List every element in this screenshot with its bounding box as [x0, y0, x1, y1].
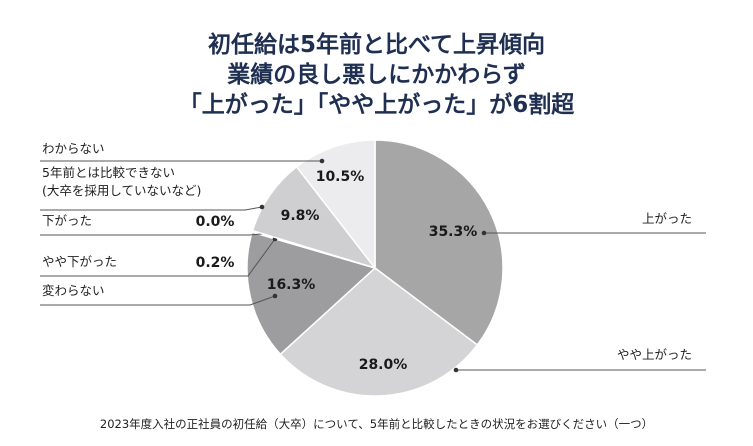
leader-line-4 — [40, 232, 273, 236]
leader-dot-2 — [272, 293, 278, 299]
value-label-1: 28.0% — [359, 357, 408, 373]
slice-label-0: 上がった — [642, 211, 692, 226]
pie-slice-5 — [251, 165, 378, 270]
leader-line-3 — [40, 238, 276, 277]
leader-dot-5 — [259, 204, 265, 210]
slice-label-5-line-1: (大卒を採用していないなど) — [42, 183, 201, 198]
chart-title: 初任給は5年前と比べて上昇傾向 業績の良し悪しにかかわらず 「上がった」「やや上… — [0, 30, 753, 120]
slice-label-3: やや下がった — [42, 254, 117, 269]
value-label-4: 0.0% — [196, 214, 235, 230]
pie-slice-0 — [374, 139, 504, 347]
pie-slice-1 — [279, 267, 479, 397]
pie-slice-2 — [246, 231, 377, 356]
slice-label-6: わからない — [42, 141, 105, 156]
leader-dot-6 — [319, 158, 325, 164]
value-label-5: 9.8% — [281, 208, 320, 224]
pie-slice-6 — [295, 139, 376, 271]
title-line-2: 業績の良し悪しにかかわらず — [227, 62, 526, 88]
value-label-6: 10.5% — [316, 169, 365, 185]
chart-caption: 2023年度入社の正社員の初任給（大卒）について、5年前と比較したときの状況をお… — [99, 417, 654, 431]
slice-label-5-line-0: 5年前とは比較できない — [42, 165, 175, 180]
slice-label-1: やや上がった — [617, 347, 692, 362]
slice-label-2: 変わらない — [42, 283, 105, 298]
slice-label-4: 下がった — [42, 213, 92, 228]
leader-dot-1 — [453, 367, 459, 373]
value-label-3: 0.2% — [196, 255, 235, 271]
leader-dot-0 — [481, 230, 487, 236]
leader-line-5 — [40, 206, 263, 211]
leader-line-2 — [40, 295, 276, 306]
value-label-2: 16.3% — [267, 277, 316, 293]
title-line-3: 「上がった」「やや上がった」が6割超 — [178, 92, 575, 118]
title-line-1: 初任給は5年前と比べて上昇傾向 — [207, 32, 546, 58]
value-label-0: 35.3% — [429, 224, 478, 240]
